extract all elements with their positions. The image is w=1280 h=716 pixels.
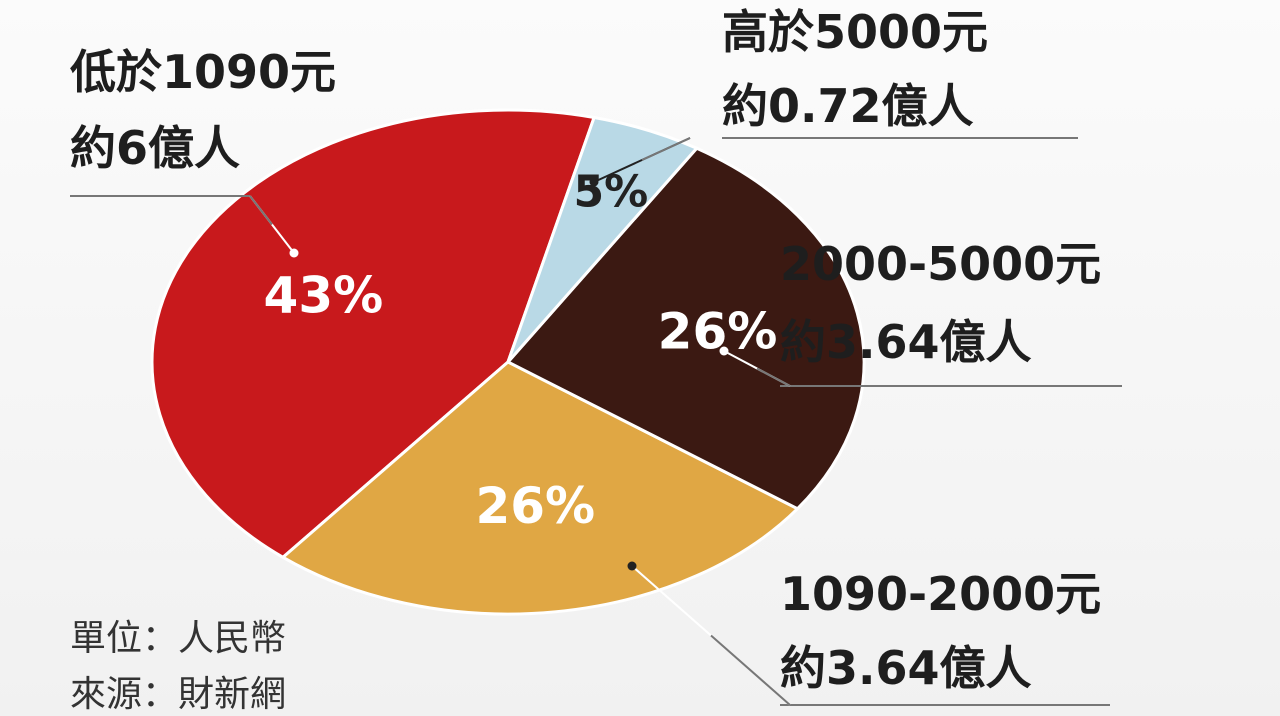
callout-range-0: 低於1090元	[70, 45, 336, 99]
leader-dot-2	[719, 346, 729, 356]
leader-dot-0	[289, 248, 299, 258]
percent-label-2: 26%	[658, 303, 778, 361]
percent-label-3: 26%	[475, 477, 595, 535]
leader-lines	[70, 137, 1122, 706]
pie-slice-2	[505, 146, 866, 511]
callout-range-2: 2000-5000元	[780, 237, 1101, 291]
leader-line-outer-0	[249, 195, 273, 226]
callout-population-3: 約3.64億人	[780, 641, 1032, 695]
percent-labels: 43% 5% 26% 26%	[264, 166, 778, 535]
pie-slices	[150, 108, 866, 616]
callout-range-3: 1090-2000元	[780, 567, 1101, 621]
leader-dot-1	[589, 177, 599, 187]
pie-slice-0	[150, 108, 597, 560]
percent-label-1: 5%	[574, 166, 649, 217]
pie-slice-3	[280, 360, 801, 616]
unit-note: 單位：人民幣	[70, 618, 286, 659]
callout-population-0: 約6億人	[70, 121, 240, 175]
percent-label-0: 43%	[264, 267, 384, 325]
callout-range-1: 高於5000元	[722, 5, 988, 59]
leader-dot-3	[627, 561, 637, 571]
callout-population-2: 約3.64億人	[780, 315, 1032, 369]
callout-population-1: 約0.72億人	[722, 79, 974, 133]
pie-slice-1	[506, 115, 700, 363]
source-note: 來源：財新網	[70, 674, 286, 715]
leader-line-outer-2	[756, 367, 791, 387]
leader-line-outer-3	[710, 634, 791, 706]
leader-line-outer-1	[641, 137, 691, 161]
